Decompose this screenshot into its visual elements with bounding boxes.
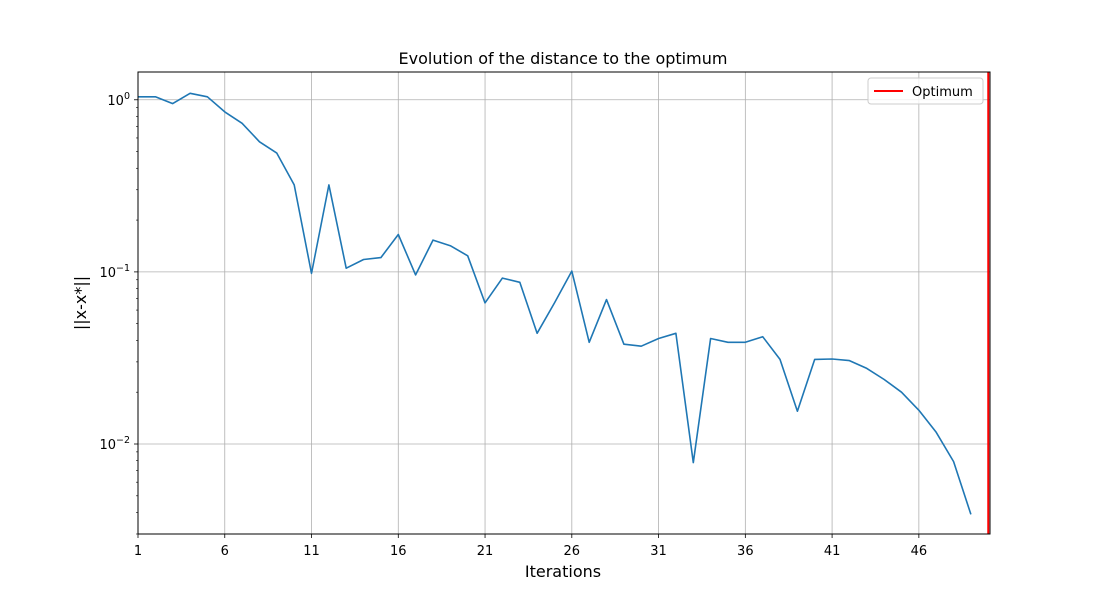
x-tick-label: 26 xyxy=(564,544,581,559)
axes-frame xyxy=(137,71,991,535)
legend-box xyxy=(867,77,984,105)
x-tick-label: 16 xyxy=(390,544,407,559)
x-tick-label: 11 xyxy=(303,544,320,559)
x-tick-label: 31 xyxy=(650,544,667,559)
x-tick-label: 21 xyxy=(477,544,494,559)
x-tick-label: 1 xyxy=(134,544,142,559)
x-tick-label: 46 xyxy=(911,544,928,559)
y-tick-label: 10−1 xyxy=(99,263,130,281)
plot-background xyxy=(138,72,990,534)
y-axis-label: ||x-x*|| xyxy=(71,276,90,330)
y-tick-label: 100 xyxy=(107,91,130,109)
y-tick-label: 10−2 xyxy=(99,435,130,453)
series-line-distance xyxy=(138,92,972,515)
x-tick-label: 36 xyxy=(737,544,754,559)
legend-label-optimum: Optimum xyxy=(912,85,973,100)
legend: Optimum xyxy=(867,77,984,105)
x-axis-label: Iterations xyxy=(525,562,601,581)
x-tick-label: 6 xyxy=(221,544,229,559)
chart-title: Evolution of the distance to the optimum xyxy=(399,49,728,68)
x-tick-label: 41 xyxy=(824,544,841,559)
